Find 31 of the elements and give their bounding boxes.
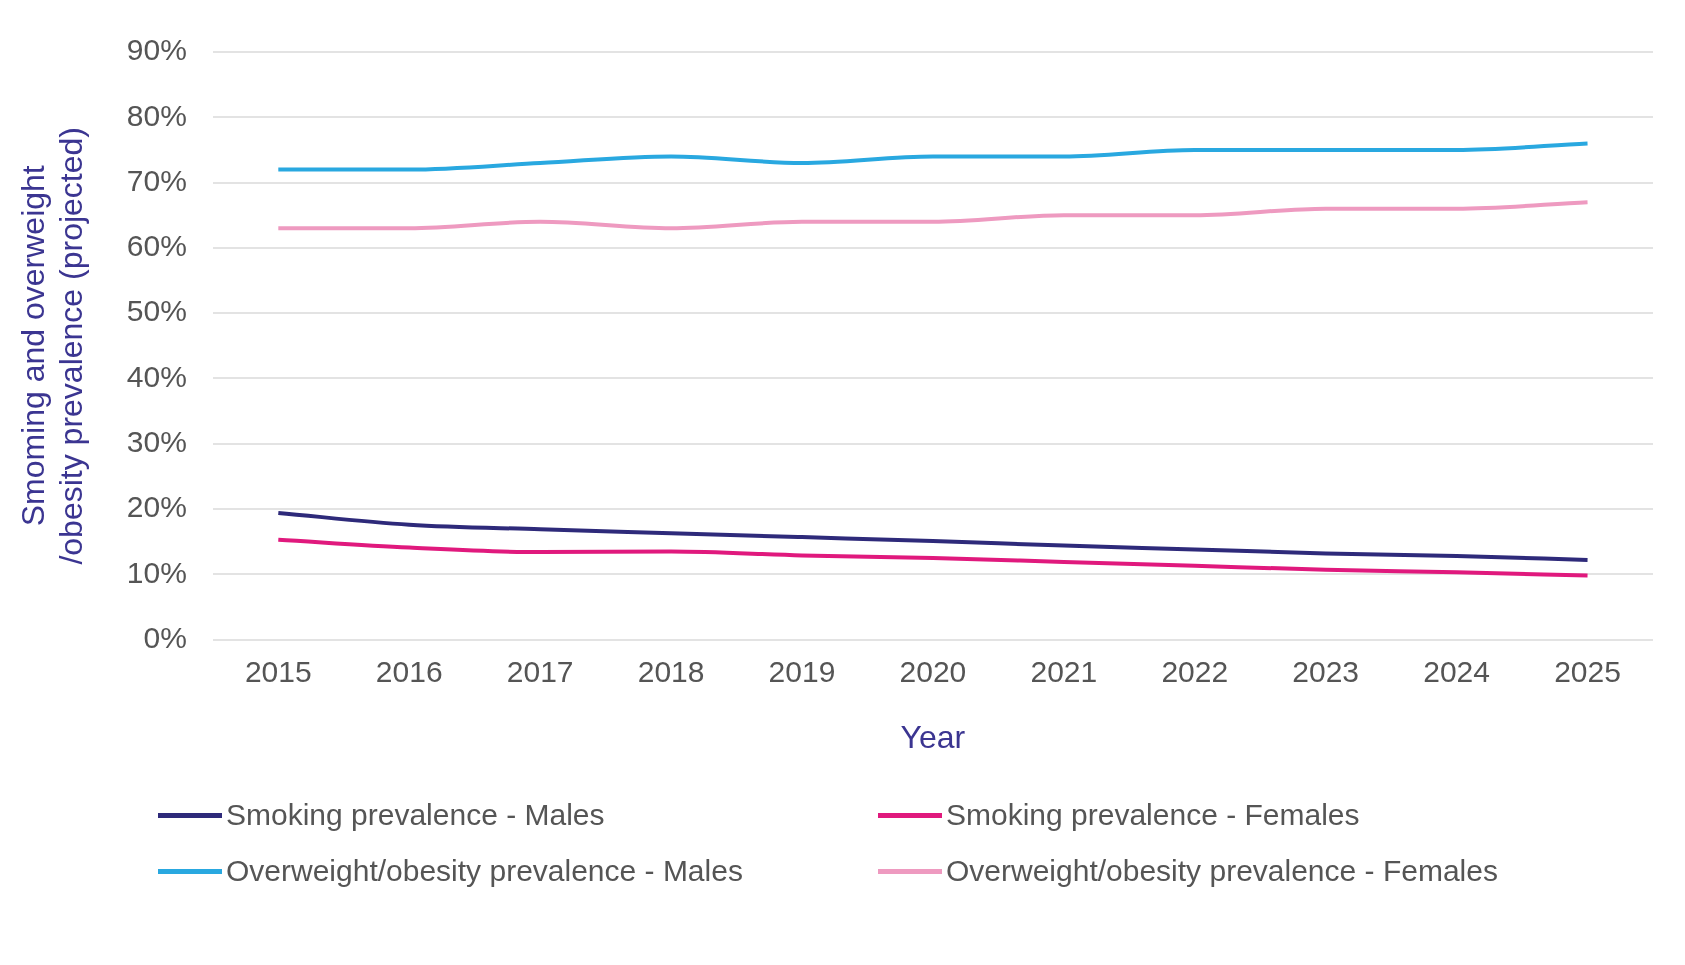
line-series [276,141,1590,172]
y-tick-label: 0% [143,620,187,654]
y-tick-label: 80% [126,98,187,132]
y-tick-label: 10% [126,555,187,589]
line-series [276,510,1590,562]
y-tick-label: 40% [126,359,187,393]
y-axis-title: Smoming and overweight /obesity prevalence (projected) [15,127,90,565]
legend-label: Overweight/obesity prevalence - Females [946,854,1498,888]
x-tick-label: 2019 [768,654,836,688]
y-tick-label: 20% [126,490,187,524]
x-tick-label: 2016 [375,654,443,688]
x-tick-label: 2017 [506,654,574,688]
legend-label: Overweight/obesity prevalence - Males [226,854,743,888]
legend-label: Smoking prevalence - Males [226,798,605,832]
x-tick-label: 2025 [1554,654,1621,688]
x-axis-title: Year [900,718,966,755]
y-tick-label: 60% [126,229,187,263]
x-tick-label: 2024 [1423,654,1490,688]
line-series [276,537,1590,578]
y-tick-label: 70% [126,163,187,197]
line-series [276,200,1590,231]
x-tick-label: 2021 [1030,654,1098,688]
x-tick-label: 2022 [1161,654,1229,688]
x-tick-label: 2015 [244,654,312,688]
x-tick-label: 2018 [637,654,705,688]
y-tick-label: 90% [126,33,187,67]
x-tick-label: 2020 [899,654,967,688]
legend-label: Smoking prevalence - Females [946,798,1360,832]
y-tick-label: 50% [126,294,187,328]
y-tick-label: 30% [126,425,187,458]
x-tick-label: 2023 [1292,654,1360,688]
